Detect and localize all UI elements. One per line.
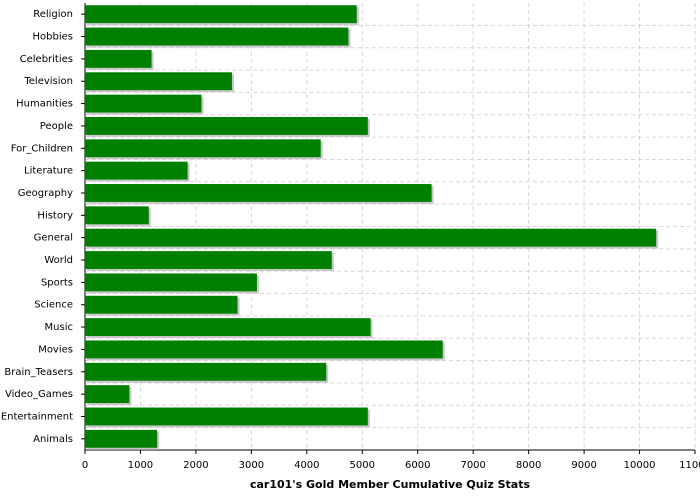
bar: [85, 72, 232, 91]
x-tick-label: 7000: [460, 460, 485, 471]
y-tick-label: For_Children: [11, 143, 73, 154]
bar: [85, 116, 368, 135]
y-tick-label: Humanities: [16, 99, 73, 110]
x-tick-label: 1000: [128, 460, 153, 471]
x-tick-label: 9000: [571, 460, 596, 471]
bar: [85, 429, 158, 448]
bar: [85, 295, 238, 314]
bar: [85, 340, 443, 359]
y-tick-label: Literature: [24, 166, 73, 177]
bar: [85, 27, 349, 46]
bar: [85, 206, 149, 225]
bar: [85, 228, 657, 247]
bar: [85, 184, 432, 202]
x-tick-label: 6000: [405, 460, 430, 471]
x-tick-label: 0: [82, 460, 88, 471]
y-tick-label: Celebrities: [20, 54, 73, 65]
y-tick-label: History: [37, 210, 73, 221]
y-tick-label: Science: [34, 300, 73, 311]
bar: [85, 49, 152, 68]
x-tick-label: 10000: [624, 460, 656, 471]
x-tick-label: 11000: [679, 460, 700, 471]
y-tick-label: People: [40, 121, 73, 132]
bar: [85, 318, 371, 337]
y-tick-label: Music: [45, 322, 73, 333]
y-tick-label: Geography: [18, 188, 73, 199]
bar: [85, 94, 202, 113]
bar: [85, 362, 327, 381]
y-tick-label: Hobbies: [33, 32, 73, 43]
y-tick-label: Animals: [33, 434, 73, 445]
y-tick-label: World: [44, 255, 73, 266]
bar: [85, 273, 257, 292]
y-tick-label: Entertainment: [1, 411, 73, 422]
y-tick-label: Sports: [41, 277, 73, 288]
y-tick-label: Religion: [33, 9, 73, 20]
x-tick-label: 5000: [350, 460, 375, 471]
bar: [85, 5, 357, 24]
bar: [85, 139, 321, 158]
y-tick-label: Brain_Teasers: [4, 367, 73, 378]
y-tick-label: Video_Games: [5, 389, 73, 400]
x-tick-label: 8000: [516, 460, 541, 471]
x-tick-label: 4000: [294, 460, 319, 471]
chart-title: car101's Gold Member Cumulative Quiz Sta…: [250, 478, 531, 491]
x-tick-label: 2000: [183, 460, 208, 471]
bar: [85, 251, 332, 269]
y-tick-label: Movies: [38, 344, 73, 355]
bar: [85, 161, 188, 180]
bar: [85, 407, 368, 426]
bar: [85, 385, 130, 404]
x-tick-label: 3000: [239, 460, 264, 471]
y-tick-label: Television: [23, 76, 73, 87]
y-tick-label: General: [34, 233, 73, 244]
